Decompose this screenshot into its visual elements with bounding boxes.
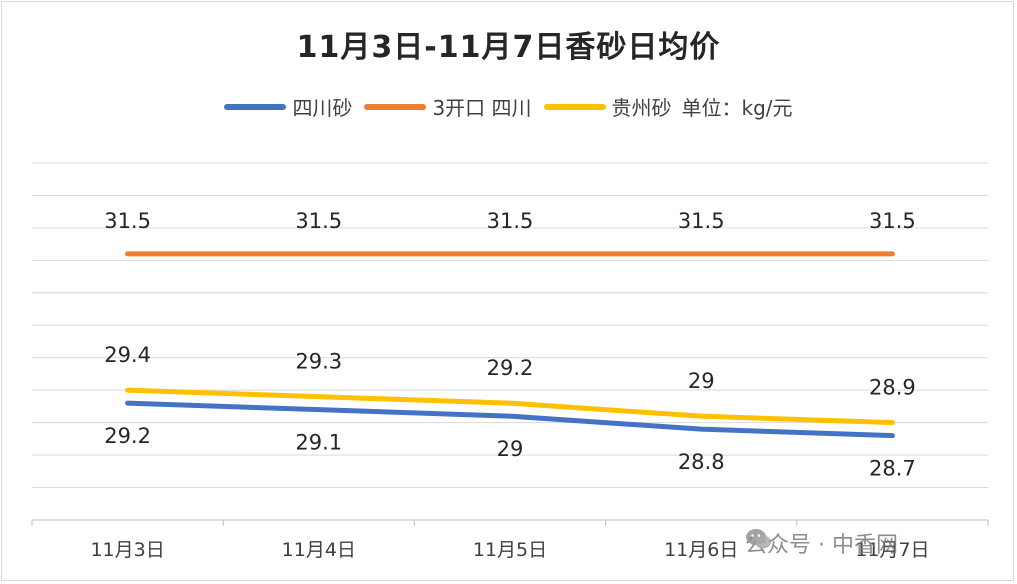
data-label: 29.3: [295, 350, 342, 374]
data-label: 28.7: [869, 457, 916, 481]
x-tick-label: 11月5日: [473, 539, 547, 561]
x-tick-label: 11月6日: [664, 539, 738, 561]
data-label: 28.8: [678, 450, 725, 474]
data-label: 29.4: [104, 343, 151, 367]
data-label: 29.2: [487, 356, 534, 380]
legend: 四川砂 3开口 四川 贵州砂 单位：kg/元: [0, 92, 1017, 121]
data-label: 31.5: [869, 209, 916, 233]
data-label: 31.5: [104, 209, 151, 233]
data-label: 29: [497, 437, 524, 461]
series-line-2: [125, 387, 895, 426]
legend-item-guizhou: 贵州砂 单位：kg/元: [543, 92, 793, 121]
data-label: 29: [688, 369, 715, 393]
legend-item-sichuan: 四川砂: [224, 92, 352, 121]
legend-label-guizhou: 贵州砂: [611, 96, 672, 120]
series-line-0: [125, 400, 895, 439]
legend-swatch-guizhou: [543, 103, 606, 110]
data-label: 29.1: [295, 431, 342, 455]
x-tick-label: 11月4日: [282, 539, 356, 561]
legend-swatch-3kaikou: [364, 103, 427, 110]
wechat-icon: [746, 529, 771, 549]
data-label: 31.5: [295, 209, 342, 233]
x-tick-label: 11月7日: [855, 539, 929, 561]
data-label: 31.5: [487, 209, 534, 233]
chart-title: 11月3日-11月7日香砂日均价: [296, 30, 721, 65]
data-label: 29.2: [104, 424, 151, 448]
legend-label-3kaikou: 3开口 四川: [432, 96, 532, 120]
legend-swatch-sichuan: [224, 103, 287, 110]
legend-label-sichuan: 四川砂: [292, 96, 353, 120]
watermark: 公众号 · 中香网: [745, 527, 898, 559]
legend-item-3kaikou: 3开口 四川: [364, 92, 532, 121]
data-label: 31.5: [678, 209, 725, 233]
unit-note: 单位：kg/元: [681, 96, 793, 120]
watermark-text: 公众号 · 中香网: [745, 533, 898, 558]
x-tick-label: 11月3日: [90, 539, 164, 561]
data-label: 28.9: [869, 376, 916, 400]
